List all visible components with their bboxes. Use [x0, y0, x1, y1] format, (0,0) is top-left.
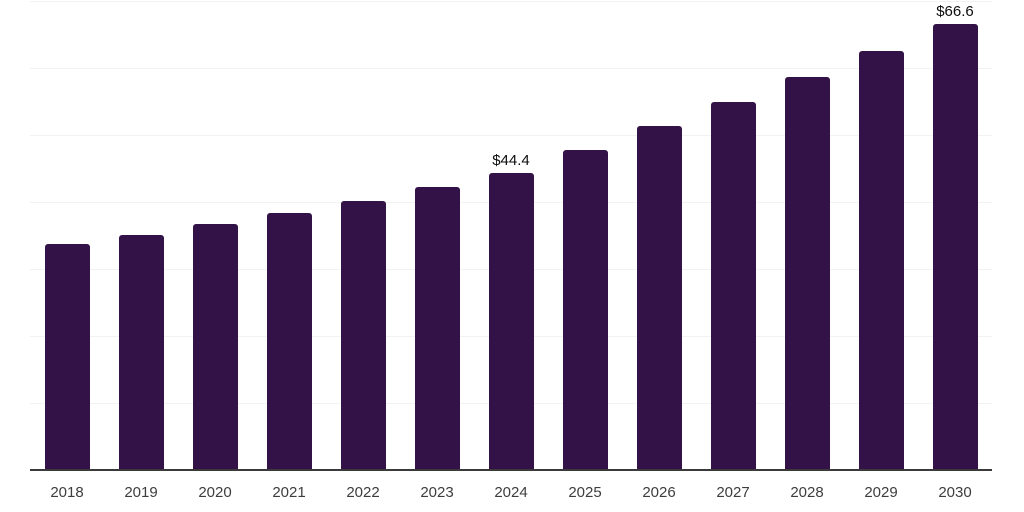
x-tick-2020: 2020	[198, 484, 232, 501]
bar-2019	[118, 234, 164, 470]
bar-2029	[858, 50, 904, 470]
bar-2030	[932, 23, 978, 470]
x-tick-2026: 2026	[642, 484, 676, 501]
bar-2028	[784, 76, 830, 470]
bar-2021	[266, 212, 312, 470]
x-tick-2025: 2025	[568, 484, 602, 501]
x-tick-2024: 2024	[494, 484, 528, 501]
gridline-70	[30, 1, 992, 2]
x-tick-2018: 2018	[50, 484, 84, 501]
x-tick-2021: 2021	[272, 484, 306, 501]
x-tick-2029: 2029	[864, 484, 898, 501]
bar-2027	[710, 102, 756, 470]
bar-2025	[562, 149, 608, 470]
bar-2022	[340, 201, 386, 470]
x-tick-2028: 2028	[790, 484, 824, 501]
bar-2018	[44, 243, 90, 470]
bar-2020	[192, 224, 238, 470]
data-label-2024: $44.4	[492, 151, 530, 169]
x-tick-2022: 2022	[346, 484, 380, 501]
bar-2023	[414, 186, 460, 470]
x-tick-2019: 2019	[124, 484, 158, 501]
gridline-60	[30, 68, 992, 69]
x-tick-2030: 2030	[938, 484, 972, 501]
gridline-50	[30, 135, 992, 136]
bar-2024	[488, 172, 534, 470]
x-tick-2027: 2027	[716, 484, 750, 501]
x-tick-2023: 2023	[420, 484, 454, 501]
x-axis-line	[30, 469, 992, 471]
bar-2026	[636, 125, 682, 470]
data-label-2030: $66.6	[936, 2, 974, 20]
